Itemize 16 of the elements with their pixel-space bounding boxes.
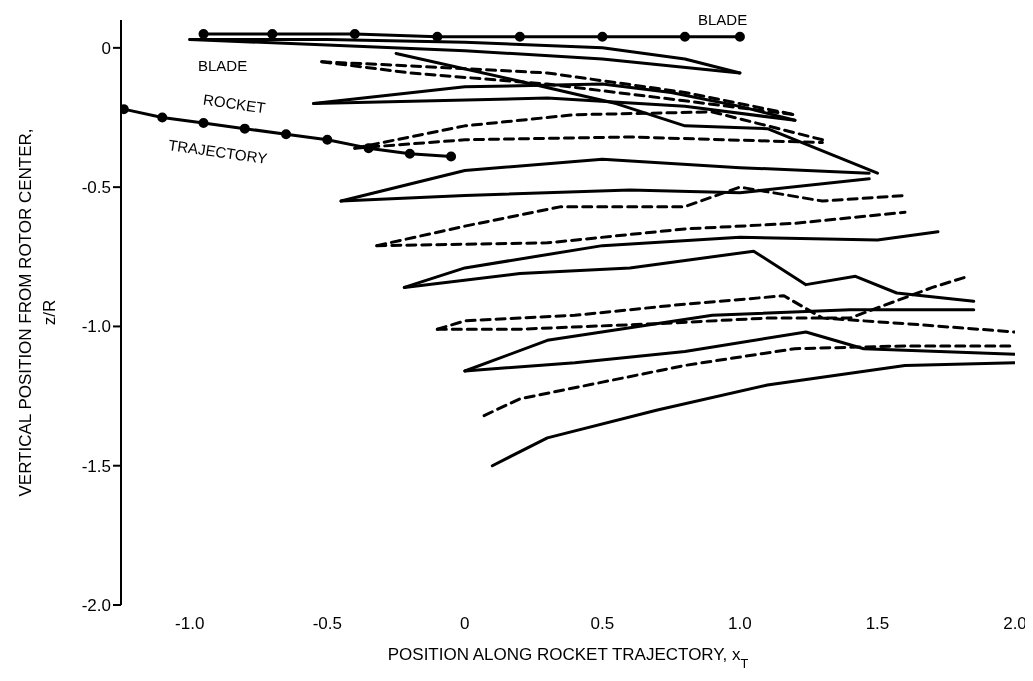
y-axis-title: VERTICAL POSITION FROM ROTOR CENTER, z/R bbox=[16, 128, 59, 497]
y-tick-label: -1.5 bbox=[81, 456, 111, 476]
annotation: BLADE bbox=[698, 10, 748, 30]
x-tick-label: 0.5 bbox=[590, 614, 615, 634]
x-axis-title: POSITION ALONG ROCKET TRAJECTORY, x$_{T}$ bbox=[387, 645, 749, 671]
annotation: BLADE bbox=[198, 56, 248, 76]
y-tick-label: -2.0 bbox=[81, 596, 111, 616]
x-tick-label: 1.5 bbox=[865, 614, 890, 634]
x-tick-label: -0.5 bbox=[312, 614, 342, 634]
x-tick-label: 1.0 bbox=[728, 614, 752, 634]
y-tick-label: -1.0 bbox=[81, 317, 111, 337]
y-tick-label: 0 bbox=[101, 38, 111, 58]
y-tick-label: -0.5 bbox=[81, 178, 111, 198]
x-tick-label: -1.0 bbox=[175, 614, 205, 634]
text: ROCKET TRAJECTORY bbox=[167, 90, 269, 167]
x-tick-label: 0 bbox=[460, 614, 470, 634]
